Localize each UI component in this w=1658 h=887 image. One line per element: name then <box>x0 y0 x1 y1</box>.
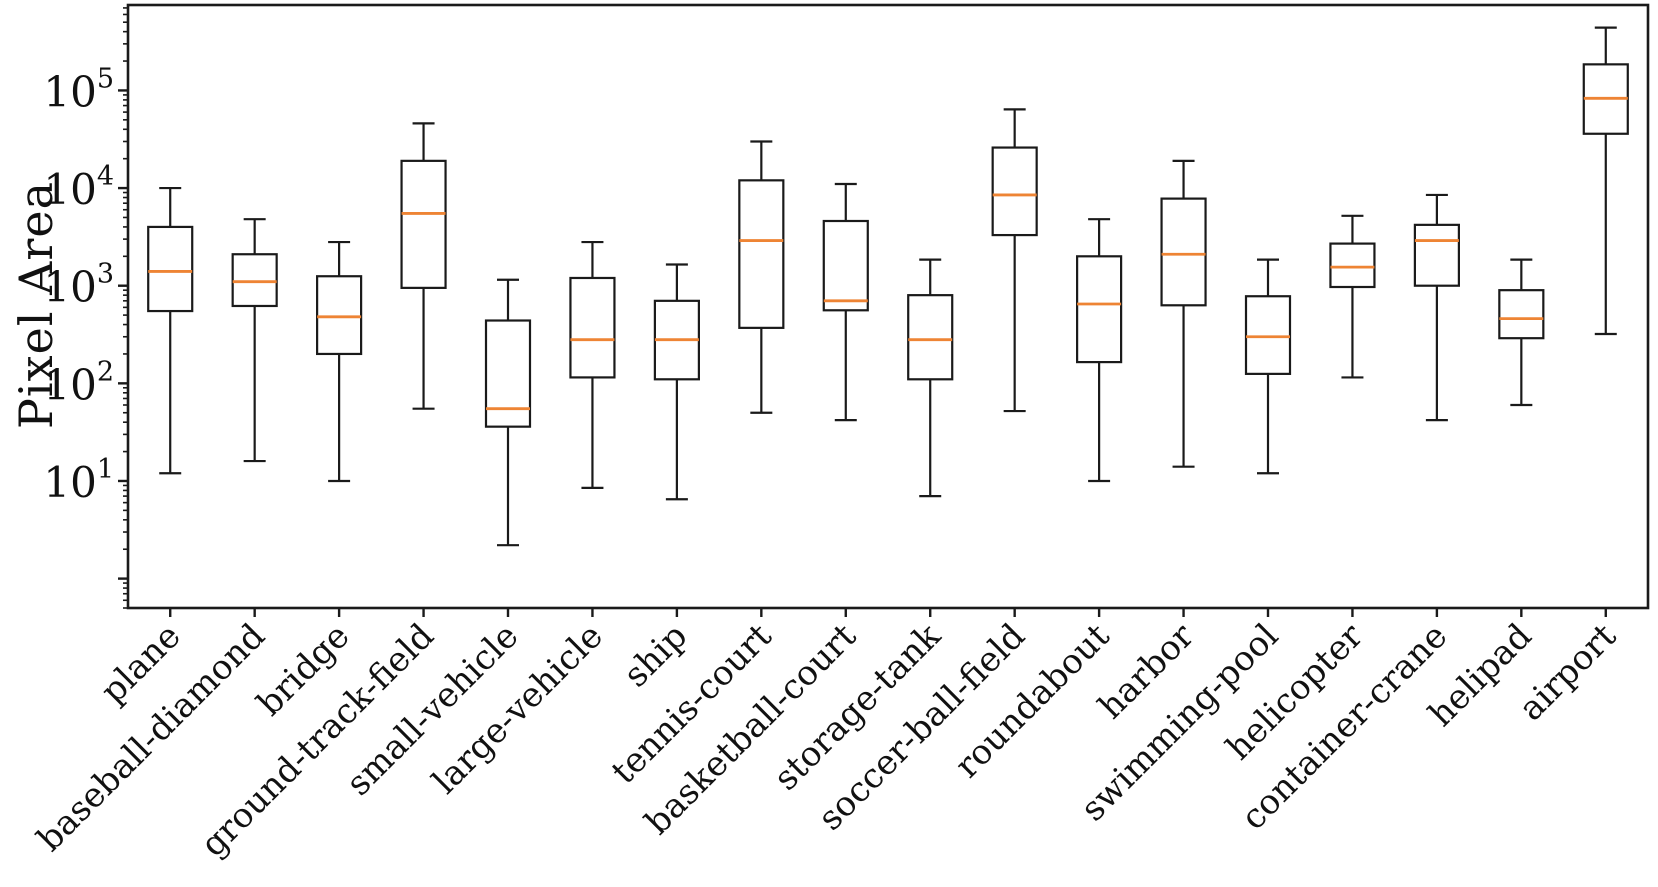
box-container-crane <box>1413 193 1460 422</box>
box-baseball-diamond <box>231 218 278 463</box>
box-bridge <box>316 240 363 483</box>
iqr-box <box>1413 223 1460 287</box>
y-tick-label: 101 <box>43 454 114 507</box>
box-large-vehicle <box>569 240 616 489</box>
y-tick-label: 104 <box>43 161 114 214</box>
iqr-box <box>738 179 785 329</box>
iqr-box <box>1244 295 1292 375</box>
box-small-vehicle <box>484 278 532 547</box>
plot-frame <box>126 3 1650 610</box>
iqr-box <box>1160 197 1207 307</box>
box-soccer-ball-field <box>991 108 1038 413</box>
box-harbor <box>1160 159 1207 468</box>
box-tennis-court <box>738 140 785 414</box>
box-plane <box>147 186 194 475</box>
y-tick-label: 103 <box>43 259 114 312</box>
iqr-box <box>484 319 532 428</box>
iqr-box <box>822 219 869 312</box>
iqr-box <box>1076 255 1123 364</box>
box-swimming-pool <box>1244 258 1292 475</box>
iqr-box <box>231 253 278 308</box>
iqr-box <box>1498 289 1545 340</box>
box-helicopter <box>1329 214 1376 379</box>
box-ship <box>653 263 700 501</box>
iqr-box <box>907 294 954 381</box>
box-helipad <box>1498 258 1545 407</box>
iqr-box <box>316 275 363 356</box>
iqr-box <box>400 159 447 289</box>
y-tick-label: 105 <box>43 63 114 116</box>
box-roundabout <box>1076 218 1123 483</box>
box-ground-track-field <box>400 122 447 410</box>
box-airport <box>1582 26 1629 336</box>
box-basketball-court <box>822 182 869 422</box>
iqr-box <box>991 146 1038 237</box>
iqr-box <box>569 276 616 379</box>
box-storage-tank <box>907 258 954 498</box>
y-tick-label: 102 <box>43 356 114 409</box>
y-axis-label: Pixel Area <box>9 180 63 430</box>
iqr-box <box>147 225 194 313</box>
iqr-box <box>1329 242 1376 289</box>
category-label-airport: airport <box>1511 616 1624 729</box>
